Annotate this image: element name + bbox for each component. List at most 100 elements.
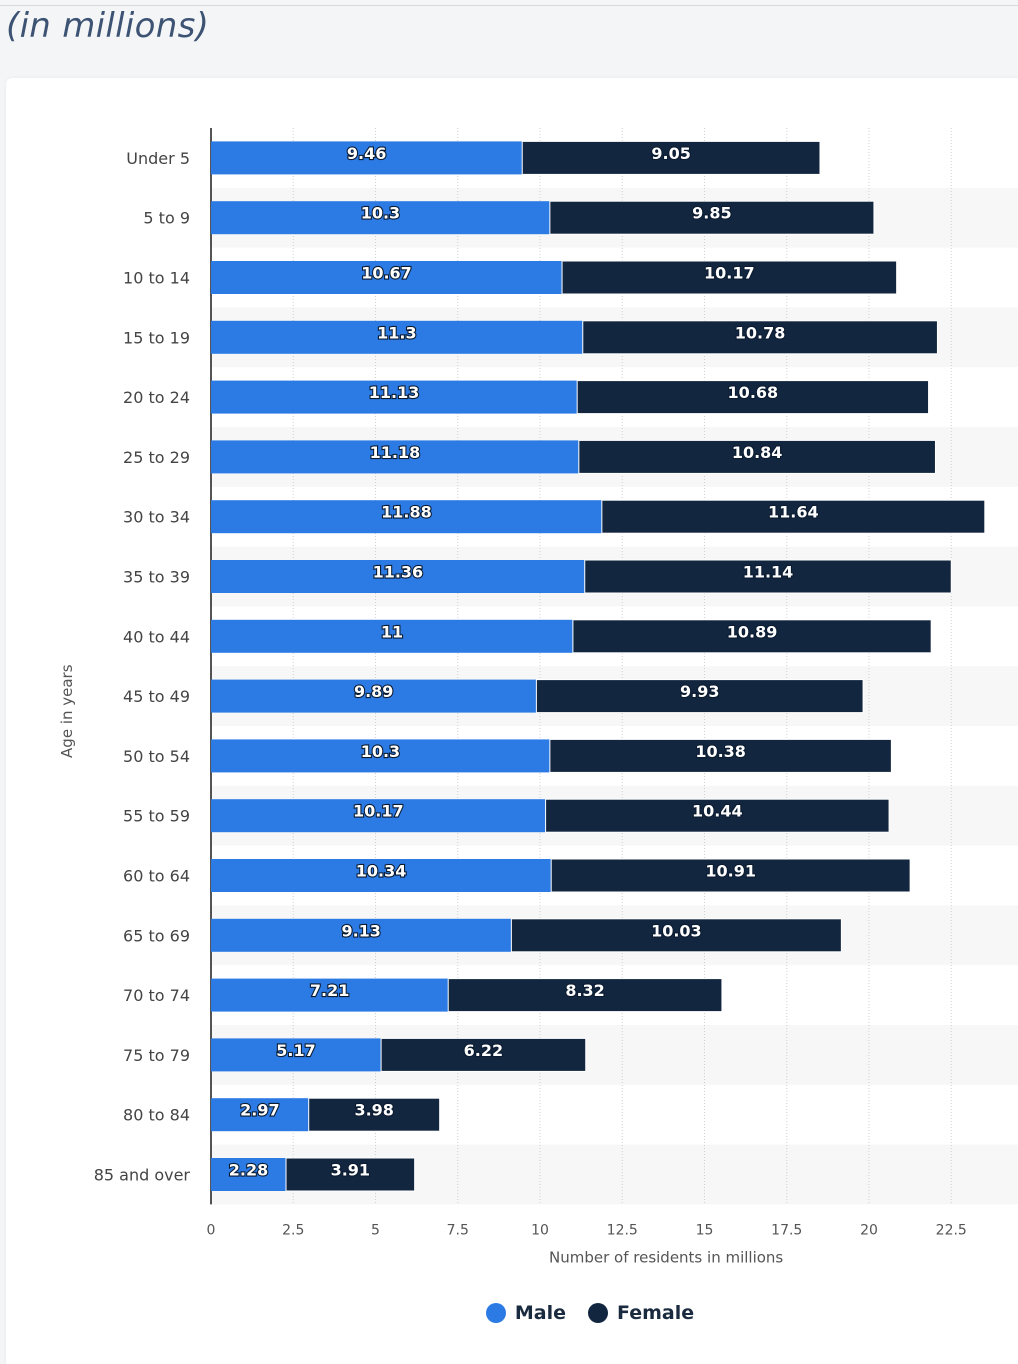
data-label-female-under-5: 9.05	[651, 144, 690, 163]
data-label-male-85-and-over: 2.28	[229, 1161, 268, 1180]
category-label-45-to-49: 45 to 49	[123, 687, 190, 706]
bar-male-55-to-59	[211, 799, 546, 833]
bar-female-20-to-24	[576, 380, 930, 415]
category-label-30-to-34: 30 to 34	[123, 508, 190, 527]
data-label-female-55-to-59: 10.44	[692, 802, 743, 821]
legend-item-female[interactable]: Female	[588, 1302, 694, 1324]
bar-male-35-to-39	[211, 560, 585, 593]
x-axis-title: Number of residents in millions	[549, 1248, 783, 1266]
data-label-male-80-to-84: 2.97	[240, 1101, 279, 1120]
data-label-female-5-to-9: 9.85	[692, 204, 731, 223]
bar-female-85-and-over	[285, 1157, 416, 1192]
data-label-female-50-to-54: 10.38	[695, 742, 746, 761]
bar-female-50-to-54	[549, 738, 892, 773]
data-label-male-under-5: 9.46	[347, 144, 386, 163]
bar-female-60-to-64	[550, 858, 911, 893]
category-label-75-to-79: 75 to 79	[123, 1046, 190, 1065]
data-label-male-75-to-79: 5.17	[276, 1041, 315, 1060]
category-label-25-to-29: 25 to 29	[123, 448, 190, 467]
x-tick-label-2-5: 2.5	[282, 1222, 304, 1238]
legend-item-male[interactable]: Male	[485, 1302, 566, 1324]
bar-female-70-to-74	[447, 978, 723, 1013]
bar-male-65-to-69	[211, 918, 512, 952]
bar-female-45-to-49	[535, 679, 864, 714]
data-label-female-45-to-49: 9.93	[680, 682, 719, 701]
top-divider	[0, 0, 1018, 6]
x-tick-label-17-5: 17.5	[771, 1222, 802, 1238]
category-label-70-to-74: 70 to 74	[123, 986, 190, 1005]
data-label-female-60-to-64: 10.91	[705, 862, 756, 881]
legend-swatch-male	[485, 1303, 506, 1323]
data-label-female-30-to-34: 11.64	[768, 503, 819, 522]
legend-label-male: Male	[514, 1302, 566, 1324]
x-tick-label-15: 15	[696, 1222, 714, 1238]
bar-female-40-to-44	[572, 619, 932, 654]
bar-male-70-to-74	[211, 978, 449, 1012]
x-tick-label-20: 20	[860, 1222, 878, 1238]
bar-female-30-to-34	[601, 499, 986, 534]
bar-male-40-to-44	[211, 619, 573, 653]
bar-male-45-to-49	[211, 679, 537, 713]
bar-female-80-to-84	[308, 1097, 441, 1132]
category-label-55-to-59: 55 to 59	[123, 807, 190, 826]
data-label-female-35-to-39: 11.14	[743, 563, 794, 582]
data-label-male-5-to-9: 10.3	[361, 204, 400, 223]
data-label-female-65-to-69: 10.03	[651, 921, 702, 940]
data-label-male-50-to-54: 10.3	[361, 742, 400, 761]
data-label-male-65-to-69: 9.13	[341, 921, 380, 940]
data-label-female-80-to-84: 3.98	[354, 1101, 393, 1120]
data-label-female-40-to-44: 10.89	[727, 622, 778, 641]
bar-female-15-to-19	[582, 320, 938, 355]
page-subtitle: (in millions)	[6, 6, 210, 46]
data-label-male-45-to-49: 9.89	[354, 682, 393, 701]
data-label-female-15-to-19: 10.78	[735, 323, 786, 342]
legend-label-female: Female	[617, 1302, 695, 1324]
bar-male-20-to-24	[211, 380, 578, 414]
category-label-10-to-14: 10 to 14	[123, 269, 190, 288]
bar-female-under-5	[521, 140, 821, 175]
bar-male-50-to-54	[211, 739, 550, 773]
data-label-male-10-to-14: 10.67	[361, 264, 412, 283]
bar-male-15-to-19	[211, 320, 583, 354]
y-axis-title: Age in years	[58, 664, 76, 758]
x-tick-label-10: 10	[531, 1222, 549, 1238]
data-label-male-70-to-74: 7.21	[310, 981, 349, 1000]
data-label-male-55-to-59: 10.17	[353, 802, 404, 821]
data-label-male-60-to-64: 10.34	[356, 862, 407, 881]
category-label-85-and-over: 85 and over	[94, 1166, 191, 1185]
data-label-female-70-to-74: 8.32	[565, 981, 604, 1000]
data-label-female-85-and-over: 3.91	[331, 1161, 370, 1180]
data-label-female-20-to-24: 10.68	[728, 383, 779, 402]
legend: Male Female	[0, 1302, 1018, 1324]
bar-male-85-and-over	[211, 1158, 287, 1191]
bar-female-25-to-29	[578, 439, 936, 474]
bar-male-75-to-79	[211, 1038, 382, 1072]
bar-male-5-to-9	[211, 201, 550, 235]
category-label-40-to-44: 40 to 44	[123, 627, 190, 646]
bar-male-80-to-84	[211, 1098, 309, 1132]
bar-female-35-to-39	[584, 559, 952, 594]
bar-male-10-to-14	[211, 261, 563, 294]
data-label-male-40-to-44: 11	[381, 622, 403, 641]
x-tick-label-12-5: 12.5	[607, 1222, 638, 1238]
bar-male-under-5	[211, 141, 523, 175]
x-tick-label-7-5: 7.5	[447, 1222, 469, 1238]
bar-female-75-to-79	[380, 1037, 587, 1072]
bar-female-10-to-14	[561, 260, 898, 295]
category-label-50-to-54: 50 to 54	[123, 747, 190, 766]
bar-female-5-to-9	[549, 200, 875, 235]
legend-swatch-female	[588, 1303, 608, 1323]
data-label-male-35-to-39: 11.36	[373, 563, 424, 582]
data-label-male-25-to-29: 11.18	[370, 443, 421, 462]
data-label-female-75-to-79: 6.22	[464, 1041, 503, 1060]
x-tick-label-22-5: 22.5	[936, 1222, 967, 1238]
category-label-35-to-39: 35 to 39	[123, 568, 190, 587]
x-tick-label-5: 5	[371, 1222, 380, 1238]
data-label-female-25-to-29: 10.84	[732, 443, 783, 462]
data-label-male-20-to-24: 11.13	[369, 383, 420, 402]
bar-female-55-to-59	[545, 798, 890, 833]
category-label-20-to-24: 20 to 24	[123, 388, 190, 407]
category-label-15-to-19: 15 to 19	[123, 328, 190, 347]
bar-female-65-to-69	[510, 918, 842, 953]
